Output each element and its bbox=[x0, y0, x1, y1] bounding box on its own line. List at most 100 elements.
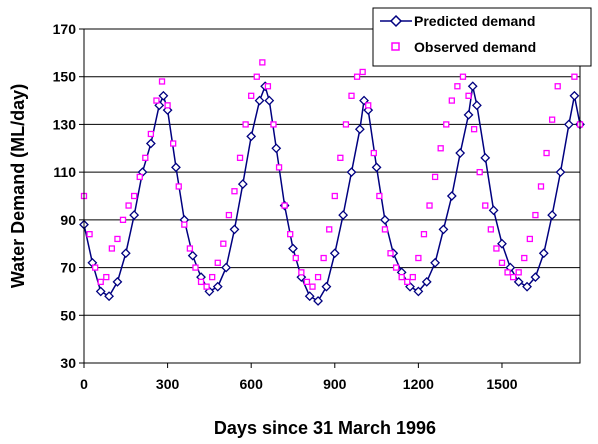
observed-demand-point bbox=[548, 116, 556, 123]
predicted-demand-point bbox=[497, 238, 507, 249]
observed-demand-point bbox=[287, 231, 294, 238]
predicted-demand-point bbox=[288, 243, 298, 254]
observed-demand-point bbox=[420, 231, 428, 238]
observed-demand-point bbox=[186, 245, 194, 252]
predicted-demand-point bbox=[471, 100, 482, 111]
predicted-demand-series bbox=[79, 81, 585, 306]
predicted-demand-point bbox=[346, 167, 357, 178]
observed-demand-point bbox=[125, 202, 132, 209]
observed-demand-point bbox=[521, 254, 528, 262]
observed-demand-point bbox=[103, 273, 110, 281]
observed-demand-point bbox=[309, 283, 316, 290]
predicted-demand-point bbox=[237, 179, 248, 189]
observed-demand-point bbox=[236, 154, 244, 161]
predicted-demand-point bbox=[488, 205, 499, 216]
observed-demand-point bbox=[142, 154, 149, 161]
predicted-demand-point bbox=[246, 131, 257, 142]
observed-demand-point bbox=[409, 273, 416, 281]
observed-demand-point bbox=[225, 211, 233, 219]
observed-demand-point bbox=[476, 168, 483, 176]
observed-demand-point bbox=[214, 259, 221, 266]
observed-demand-point bbox=[426, 202, 433, 209]
observed-demand-point bbox=[175, 183, 182, 190]
y-tick-label-50: 50 bbox=[60, 307, 76, 323]
x-tick-label-600: 600 bbox=[240, 376, 264, 392]
predicted-demand-point bbox=[405, 281, 415, 292]
observed-demand-point bbox=[470, 126, 478, 133]
predicted-demand-point bbox=[438, 224, 449, 235]
predicted-demand-point bbox=[480, 152, 491, 163]
y-tick-label-130: 130 bbox=[53, 116, 77, 132]
observed-demand-point bbox=[554, 83, 561, 90]
observed-demand-point bbox=[571, 73, 578, 80]
plot-area-border bbox=[83, 28, 581, 364]
predicted-demand-point bbox=[264, 95, 275, 106]
predicted-demand-point bbox=[120, 248, 131, 259]
predicted-demand-point bbox=[329, 248, 340, 259]
predicted-demand-point bbox=[538, 248, 549, 259]
observed-demand-point bbox=[370, 149, 377, 157]
observed-demand-series bbox=[80, 30, 584, 290]
observed-demand-point bbox=[532, 211, 539, 219]
predicted-demand-point bbox=[171, 162, 181, 173]
predicted-demand-point bbox=[380, 214, 390, 225]
x-tick-label-1500: 1500 bbox=[486, 376, 517, 392]
observed-demand-point bbox=[387, 250, 394, 257]
x-tick-label-0: 0 bbox=[80, 376, 88, 392]
observed-demand-point bbox=[454, 83, 461, 90]
y-tick-label-30: 30 bbox=[60, 355, 76, 371]
predicted-demand-point bbox=[463, 109, 474, 120]
observed-demand-point bbox=[443, 121, 450, 128]
observed-demand-point bbox=[303, 278, 311, 286]
observed-demand-point bbox=[448, 97, 455, 104]
predicted-demand-point bbox=[421, 276, 432, 287]
predicted-demand-point bbox=[555, 167, 566, 178]
observed-demand-point bbox=[91, 264, 99, 271]
predicted-demand-point bbox=[413, 286, 424, 297]
gridlines bbox=[84, 76, 580, 316]
predicted-demand-point bbox=[112, 276, 123, 287]
observed-demand-point bbox=[498, 259, 506, 266]
observed-demand-point bbox=[220, 240, 227, 247]
observed-demand-point bbox=[253, 73, 260, 80]
y-tick-label-110: 110 bbox=[53, 164, 76, 180]
observed-demand-point bbox=[147, 130, 155, 138]
plot-frame bbox=[83, 28, 581, 364]
observed-demand-point bbox=[376, 192, 383, 200]
observed-demand-point bbox=[487, 226, 494, 233]
observed-demand-point bbox=[320, 254, 327, 262]
y-axis-ticks: 30 50 70 90 110 130 150 170 bbox=[53, 21, 84, 371]
observed-demand-point bbox=[331, 192, 338, 200]
legend-observed-label: Observed demand bbox=[414, 39, 536, 55]
observed-demand-point bbox=[259, 59, 266, 66]
observed-demand-point bbox=[437, 145, 444, 152]
observed-demand-point bbox=[359, 68, 366, 76]
observed-demand-point bbox=[348, 92, 355, 99]
predicted-demand-point bbox=[254, 95, 265, 106]
observed-demand-point bbox=[504, 269, 511, 276]
predicted-demand-point bbox=[522, 281, 532, 292]
predicted-demand-point bbox=[530, 272, 541, 283]
observed-demand-point bbox=[526, 235, 533, 243]
observed-demand-point bbox=[314, 273, 322, 281]
observed-demand-point bbox=[181, 221, 188, 228]
observed-demand-point bbox=[342, 121, 350, 128]
observed-demand-point bbox=[131, 192, 138, 200]
predicted-demand-point bbox=[371, 162, 382, 173]
predicted-demand-point bbox=[467, 81, 478, 92]
predicted-demand-point bbox=[95, 286, 106, 297]
observed-demand-point bbox=[164, 102, 171, 109]
observed-demand-point bbox=[153, 97, 160, 104]
observed-demand-point bbox=[509, 273, 517, 281]
predicted-demand-point bbox=[321, 281, 332, 292]
predicted-demand-point bbox=[363, 105, 374, 116]
y-tick-label-70: 70 bbox=[60, 260, 76, 276]
x-tick-label-1200: 1200 bbox=[403, 376, 434, 392]
observed-demand-point bbox=[97, 278, 104, 286]
observed-demand-point bbox=[209, 273, 216, 281]
observed-demand-point bbox=[270, 121, 277, 128]
observed-demand-point bbox=[86, 231, 93, 238]
predicted-demand-point bbox=[229, 224, 240, 235]
